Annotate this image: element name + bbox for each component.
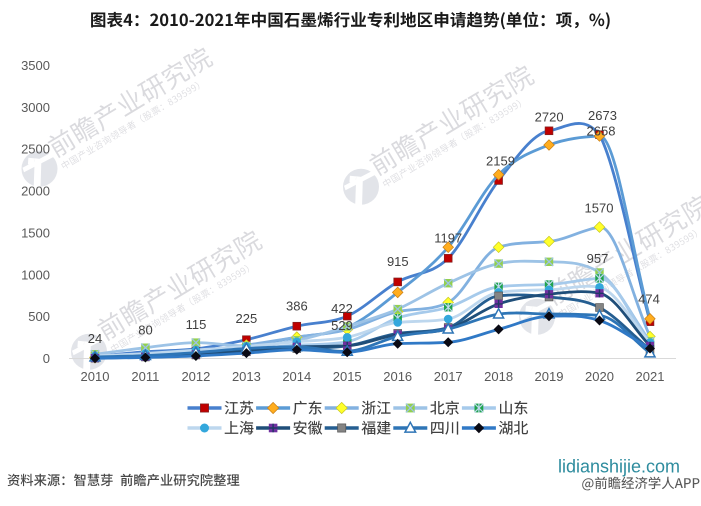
svg-text:500: 500 <box>28 309 50 324</box>
svg-text:0: 0 <box>43 351 50 366</box>
svg-text:2014: 2014 <box>282 369 311 384</box>
svg-text:24: 24 <box>88 331 102 346</box>
svg-text:225: 225 <box>236 311 258 326</box>
svg-text:957: 957 <box>587 251 609 266</box>
svg-text:2000: 2000 <box>21 184 50 199</box>
svg-text:2011: 2011 <box>131 369 159 384</box>
svg-text:2658: 2658 <box>587 123 616 138</box>
svg-text:2673: 2673 <box>588 108 617 123</box>
svg-text:422: 422 <box>331 301 353 316</box>
svg-text:2015: 2015 <box>333 369 362 384</box>
svg-text:2017: 2017 <box>434 369 463 384</box>
svg-text:2720: 2720 <box>535 109 564 124</box>
svg-text:2021: 2021 <box>636 369 665 384</box>
svg-text:2020: 2020 <box>585 369 614 384</box>
svg-text:2013: 2013 <box>232 369 261 384</box>
svg-text:1500: 1500 <box>21 225 50 240</box>
svg-text:915: 915 <box>387 254 409 269</box>
svg-text:2019: 2019 <box>535 369 564 384</box>
svg-text:80: 80 <box>138 322 152 337</box>
svg-text:2500: 2500 <box>21 142 50 157</box>
svg-text:3000: 3000 <box>21 100 50 115</box>
svg-text:1197: 1197 <box>434 230 462 245</box>
svg-text:3500: 3500 <box>21 58 50 73</box>
svg-text:115: 115 <box>186 317 207 332</box>
svg-text:2012: 2012 <box>181 369 210 384</box>
svg-text:474: 474 <box>638 291 660 306</box>
svg-text:2016: 2016 <box>383 369 412 384</box>
svg-text:2010: 2010 <box>81 369 110 384</box>
svg-text:lidianshijie.com: lidianshijie.com <box>558 457 680 477</box>
svg-text:2159: 2159 <box>486 153 515 168</box>
svg-text:1570: 1570 <box>585 200 614 215</box>
svg-text:2018: 2018 <box>484 369 513 384</box>
svg-text:529: 529 <box>331 318 353 333</box>
svg-text:386: 386 <box>286 298 308 313</box>
svg-text:1000: 1000 <box>21 267 50 282</box>
